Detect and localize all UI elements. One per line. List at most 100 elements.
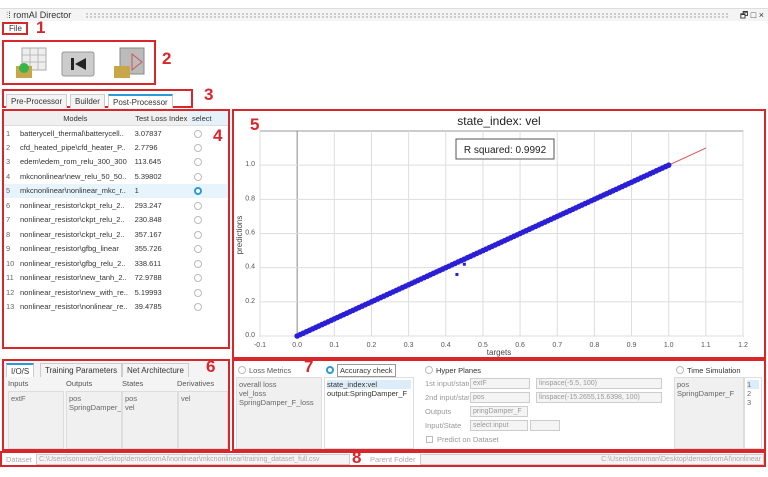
accuracy-check-radio[interactable] [326, 366, 334, 374]
list-item[interactable]: 3 [747, 398, 752, 407]
select-radio[interactable] [194, 143, 202, 152]
input-state-value[interactable] [530, 420, 560, 431]
tab-builder[interactable]: Builder [70, 94, 105, 108]
select-radio[interactable] [194, 201, 202, 210]
select-cell[interactable] [190, 285, 228, 300]
select-cell[interactable] [190, 271, 228, 286]
select-radio[interactable] [194, 187, 202, 196]
derivatives-list[interactable]: vel [178, 391, 228, 449]
outputs-select[interactable]: pringDamper_F [470, 406, 528, 417]
list-item[interactable]: output:SpringDamper_F [327, 389, 408, 398]
list-item[interactable]: 1 [747, 380, 759, 389]
table-row[interactable]: 8 nonlinear_resistor\ckpt_relu_2.. 357.167 [4, 227, 228, 242]
table-row[interactable]: 9 nonlinear_resistor\gfbg_linear 355.726 [4, 242, 228, 257]
model-name[interactable]: nonlinear_resistor\gfbg_linear [20, 244, 119, 254]
model-name[interactable]: batterycell_thermal\batterycell.. [20, 128, 124, 138]
load-table-button[interactable] [12, 46, 50, 82]
list-item[interactable]: state_index:vel [327, 380, 411, 389]
back-button[interactable] [60, 46, 98, 82]
model-name[interactable]: nonlinear_resistor\ckpt_relu_2.. [20, 215, 125, 225]
hyper-planes-radio[interactable] [425, 366, 433, 374]
select-radio[interactable] [194, 216, 202, 225]
table-row[interactable]: 13 nonlinear_resistor\nonlinear_re.. 39.47… [4, 300, 228, 315]
table-row[interactable]: 12 nonlinear_resistor\new_with_re.. 5.1999… [4, 285, 228, 300]
second-linspace-input[interactable]: linspace(-15.2655,15.6398, 100) [536, 392, 662, 403]
select-cell[interactable] [190, 227, 228, 242]
table-row[interactable]: 2 cfd_heated_pipe\cfd_heater_P.. 2.7796 [4, 140, 228, 155]
scatter-plot[interactable]: -0.1 0.0 0.1 0.2 0.3 0.4 0.5 0.6 0.7 0.8 0.9 1.0 1.1… [234, 111, 764, 357]
model-name[interactable]: nonlinear_resistor\ckpt_relu_2.. [20, 200, 125, 210]
select-cell[interactable] [190, 169, 228, 184]
table-row[interactable]: 7 nonlinear_resistor\ckpt_relu_2.. 230.848 [4, 213, 228, 228]
tab-net-architecture[interactable]: Net Architecture [122, 363, 189, 377]
col-models[interactable]: Models [18, 111, 133, 126]
list-item[interactable]: overall loss [239, 380, 277, 389]
list-item[interactable]: vel_loss [239, 389, 267, 398]
model-name[interactable]: nonlinear_resistor\new_tanh_2.. [20, 273, 127, 283]
table-row[interactable]: 4 mkcnonlinear\new_relu_50_50.. 5.39802 [4, 169, 228, 184]
list-item[interactable]: SpringDamper_F [677, 389, 735, 398]
inputs-list[interactable]: extF [8, 391, 64, 449]
model-name[interactable]: cfd_heated_pipe\cfd_heater_P.. [20, 142, 126, 152]
tab-post-processor[interactable]: Post-Processor [108, 94, 173, 108]
select-radio[interactable] [194, 172, 202, 181]
tab-pre-processor[interactable]: Pre-Processor [6, 94, 68, 108]
list-item[interactable]: vel [181, 394, 191, 403]
loss-metrics-radio[interactable] [238, 366, 246, 374]
select-radio[interactable] [194, 288, 202, 297]
model-name[interactable]: nonlinear_resistor\ckpt_relu_2.. [20, 229, 125, 239]
select-radio[interactable] [194, 274, 202, 283]
tab-training-parameters[interactable]: Training Parameters [40, 363, 123, 377]
table-row[interactable]: 11 nonlinear_resistor\new_tanh_2.. 72.9788 [4, 271, 228, 286]
list-item[interactable]: SpringDamper_ [69, 403, 122, 412]
select-radio[interactable] [194, 303, 202, 312]
first-input-select[interactable]: extF [470, 378, 530, 389]
select-radio[interactable] [194, 230, 202, 239]
list-item[interactable]: SpringDamper_F_loss [239, 398, 314, 407]
predict-checkbox[interactable] [426, 436, 433, 443]
col-test-loss[interactable]: Test Loss Index [132, 111, 190, 126]
select-radio[interactable] [194, 129, 202, 138]
table-row[interactable]: 5 mkcnonlinear\nonlinear_mkc_r.. 1 [4, 183, 228, 198]
select-cell[interactable] [190, 140, 228, 155]
model-name[interactable]: nonlinear_resistor\new_with_re.. [20, 287, 128, 297]
accuracy-list[interactable]: state_index:vel output:SpringDamper_F [324, 377, 414, 449]
open-model-button[interactable] [110, 46, 148, 82]
time-simulation-radio[interactable] [676, 366, 684, 374]
model-name[interactable]: edem\edem_rom_relu_300_300 [20, 157, 127, 167]
list-item[interactable]: pos [125, 394, 138, 403]
table-row[interactable]: 1 batterycell_thermal\batterycell.. 3.0783… [4, 126, 228, 141]
table-row[interactable]: 3 edem\edem_rom_relu_300_300 113.645 [4, 155, 228, 170]
dataset-path-field[interactable]: C:\Users\sonuman\Desktop\demos\romAI\non… [36, 454, 350, 465]
list-item[interactable]: extF [11, 394, 26, 403]
table-row[interactable]: 10 nonlinear_resistor\gfbg_relu_2.. 338.61… [4, 256, 228, 271]
loss-metrics-list[interactable]: overall loss vel_loss SpringDamper_F_loss [236, 377, 322, 449]
input-state-select[interactable]: select input [470, 420, 528, 431]
list-item[interactable]: vel [125, 403, 135, 412]
select-cell[interactable] [190, 242, 228, 257]
list-item[interactable]: 2 [747, 389, 752, 398]
second-input-select[interactable]: pos [470, 392, 530, 403]
select-cell[interactable] [190, 256, 228, 271]
list-item[interactable]: pos [69, 394, 82, 403]
tab-ios[interactable]: I/O/S [6, 363, 35, 377]
parent-folder-field[interactable]: C:\Users\sonuman\Desktop\demos\romAI\non… [420, 454, 764, 465]
select-cell[interactable] [190, 183, 228, 198]
states-list[interactable]: pos vel [122, 391, 178, 449]
col-select[interactable]: select [190, 111, 228, 126]
select-cell[interactable] [190, 155, 228, 170]
list-item[interactable]: pos [677, 380, 690, 389]
time-sim-list[interactable]: pos SpringDamper_F [674, 377, 744, 449]
select-radio[interactable] [194, 158, 202, 167]
select-cell[interactable] [190, 126, 228, 141]
select-radio[interactable] [194, 245, 202, 254]
select-cell[interactable] [190, 198, 228, 213]
outputs-list[interactable]: pos SpringDamper_ [66, 391, 122, 449]
table-row[interactable]: 6 nonlinear_resistor\ckpt_relu_2.. 293.247 [4, 198, 228, 213]
model-name[interactable]: mkcnonlinear\nonlinear_mkc_r.. [18, 183, 133, 198]
model-name[interactable]: nonlinear_resistor\gfbg_relu_2.. [20, 258, 126, 268]
model-name[interactable]: nonlinear_resistor\nonlinear_re.. [20, 302, 128, 312]
select-cell[interactable] [190, 213, 228, 228]
menu-file[interactable]: File [2, 22, 28, 35]
select-radio[interactable] [194, 259, 202, 268]
